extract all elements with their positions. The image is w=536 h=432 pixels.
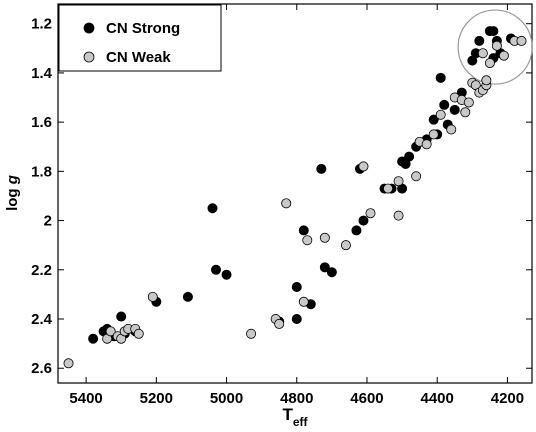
point-cn-strong: [488, 26, 499, 37]
point-cn-weak: [393, 210, 404, 221]
point-cn-weak: [365, 208, 376, 219]
y-tick-label: 2.6: [31, 360, 52, 377]
point-cn-weak: [358, 161, 369, 172]
point-cn-weak: [460, 107, 471, 118]
point-cn-strong: [291, 282, 302, 293]
point-cn-weak: [421, 139, 432, 150]
point-cn-strong: [298, 225, 309, 236]
point-cn-weak: [274, 318, 285, 329]
point-cn-weak: [302, 235, 313, 246]
point-cn-weak: [463, 97, 474, 108]
point-cn-strong: [182, 291, 193, 302]
highlight-circle: [457, 9, 533, 85]
point-cn-weak: [246, 328, 257, 339]
data-points: [63, 26, 527, 369]
point-cn-weak: [63, 358, 74, 369]
legend-label-cn-strong: CN Strong: [106, 20, 180, 37]
legend: CN Strong CN Weak: [58, 4, 222, 72]
x-axis-label-sub: eff: [293, 415, 309, 429]
y-tick-label: 2: [44, 213, 52, 230]
y-axis-label: log g: [4, 175, 21, 211]
y-tick-label: 1.6: [31, 114, 52, 131]
y-tick-label: 1.2: [31, 16, 52, 33]
point-cn-strong: [404, 151, 415, 162]
point-cn-weak: [281, 198, 292, 209]
plot-area: 5400 5200 5000 4800 4600 4400 4200 1.21.41.61.…: [31, 3, 533, 407]
x-axis-label: Teff: [282, 405, 308, 429]
point-cn-strong: [207, 203, 218, 214]
point-cn-weak: [498, 50, 509, 61]
point-cn-strong: [439, 99, 450, 110]
y-tick-label: 2.4: [31, 311, 53, 328]
point-cn-strong: [319, 262, 330, 273]
point-cn-strong: [435, 72, 446, 83]
x-axis-label-main: T: [282, 405, 293, 424]
x-tick-label: 4800: [280, 390, 313, 407]
point-cn-strong: [428, 114, 439, 125]
x-tick-label: 4600: [350, 390, 383, 407]
point-cn-weak: [133, 328, 144, 339]
y-tick-label: 1.4: [31, 65, 53, 82]
y-axis-label-main: log: [4, 184, 21, 211]
point-cn-strong: [474, 35, 485, 46]
point-cn-weak: [477, 48, 488, 59]
x-tick-label: 5200: [140, 390, 173, 407]
y-axis-ticks: 1.2 1.4 1.6 1.8 2 2.2 2.4 2.6: [31, 16, 532, 377]
legend-marker-cn-weak: [83, 51, 95, 63]
point-cn-weak: [298, 296, 309, 307]
y-tick-label: 1.8: [31, 163, 52, 180]
point-cn-weak: [484, 58, 495, 69]
point-cn-weak: [319, 232, 330, 243]
point-cn-weak: [393, 176, 404, 187]
point-cn-strong: [326, 267, 337, 278]
point-cn-strong: [291, 314, 302, 325]
point-cn-weak: [340, 240, 351, 251]
legend-box: [58, 4, 222, 72]
point-cn-strong: [88, 333, 99, 344]
point-cn-strong: [210, 264, 221, 275]
x-tick-label: 4400: [421, 390, 454, 407]
x-axis-ticks: 5400 5200 5000 4800 4600 4400 4200: [69, 4, 524, 407]
point-cn-weak: [105, 326, 116, 337]
x-tick-label: 5000: [210, 390, 243, 407]
point-cn-weak: [428, 129, 439, 140]
x-tick-label: 5400: [69, 390, 102, 407]
point-cn-weak: [435, 109, 446, 120]
point-cn-weak: [411, 171, 422, 182]
point-cn-weak: [383, 183, 394, 194]
legend-marker-cn-strong: [83, 22, 95, 34]
x-tick-label: 4200: [491, 390, 524, 407]
y-tick-label: 2.2: [31, 262, 52, 279]
point-cn-strong: [351, 225, 362, 236]
point-cn-strong: [221, 269, 232, 280]
point-cn-weak: [491, 40, 502, 51]
point-cn-strong: [316, 163, 327, 174]
point-cn-weak: [147, 291, 158, 302]
point-cn-strong: [358, 215, 369, 226]
point-cn-strong: [116, 311, 127, 322]
point-cn-weak: [481, 75, 492, 86]
point-cn-weak: [446, 124, 457, 135]
legend-label-cn-weak: CN Weak: [106, 49, 171, 66]
point-cn-strong: [449, 104, 460, 115]
point-cn-weak: [516, 35, 527, 46]
y-axis-label-italic: g: [4, 175, 21, 185]
highlight-region: [457, 9, 533, 85]
